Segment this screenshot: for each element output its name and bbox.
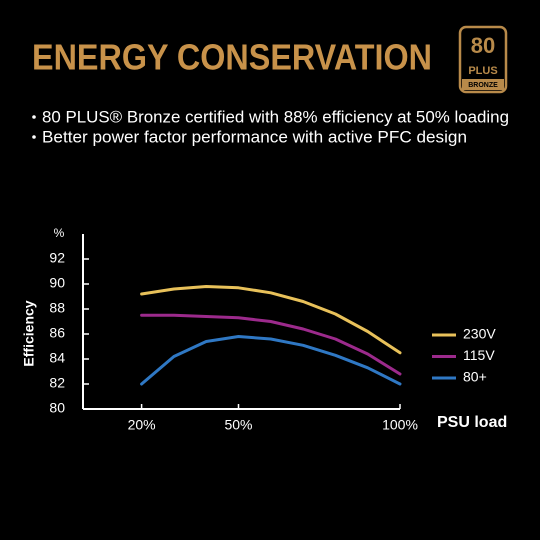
bullet-dot (32, 115, 36, 119)
badge-number: 80 (471, 33, 495, 58)
page-title: ENERGY CONSERVATION (32, 37, 432, 78)
y-tick-label: 86 (49, 325, 65, 341)
badge-band (462, 79, 504, 90)
y-tick-label: 88 (49, 300, 65, 316)
badge-frame (458, 25, 508, 94)
badge-level: BRONZE (468, 82, 498, 89)
y-tick-label: 92 (49, 250, 65, 266)
legend-label: 80+ (463, 369, 487, 385)
y-unit: % (54, 226, 65, 240)
x-tick-label: 50% (224, 417, 252, 433)
line-series (140, 335, 402, 386)
y-tick-label: 90 (49, 275, 65, 291)
legend-label: 115V (463, 347, 495, 363)
x-tick-label: 20% (128, 417, 156, 433)
x-tick-label: 100% (382, 417, 418, 433)
bullet-text: Better power factor performance with act… (42, 127, 467, 146)
x-axis-label: PSU load (437, 414, 507, 431)
y-tick-label: 84 (49, 350, 65, 366)
bullet-text: 80 PLUS® Bronze certified with 88% effic… (42, 107, 509, 126)
line-series (140, 313, 402, 376)
y-tick-label: 82 (49, 375, 65, 391)
legend-label: 230V (463, 326, 496, 342)
y-tick-label: 80 (49, 400, 65, 416)
line-series (140, 285, 402, 355)
badge-plus: PLUS (468, 65, 497, 77)
y-axis-label: Efficiency (21, 300, 37, 366)
chart: % Efficiency PSU load 80 82 84 86 88 90 92 20% 50% 1… (21, 226, 508, 433)
bullet-dot (32, 135, 36, 139)
